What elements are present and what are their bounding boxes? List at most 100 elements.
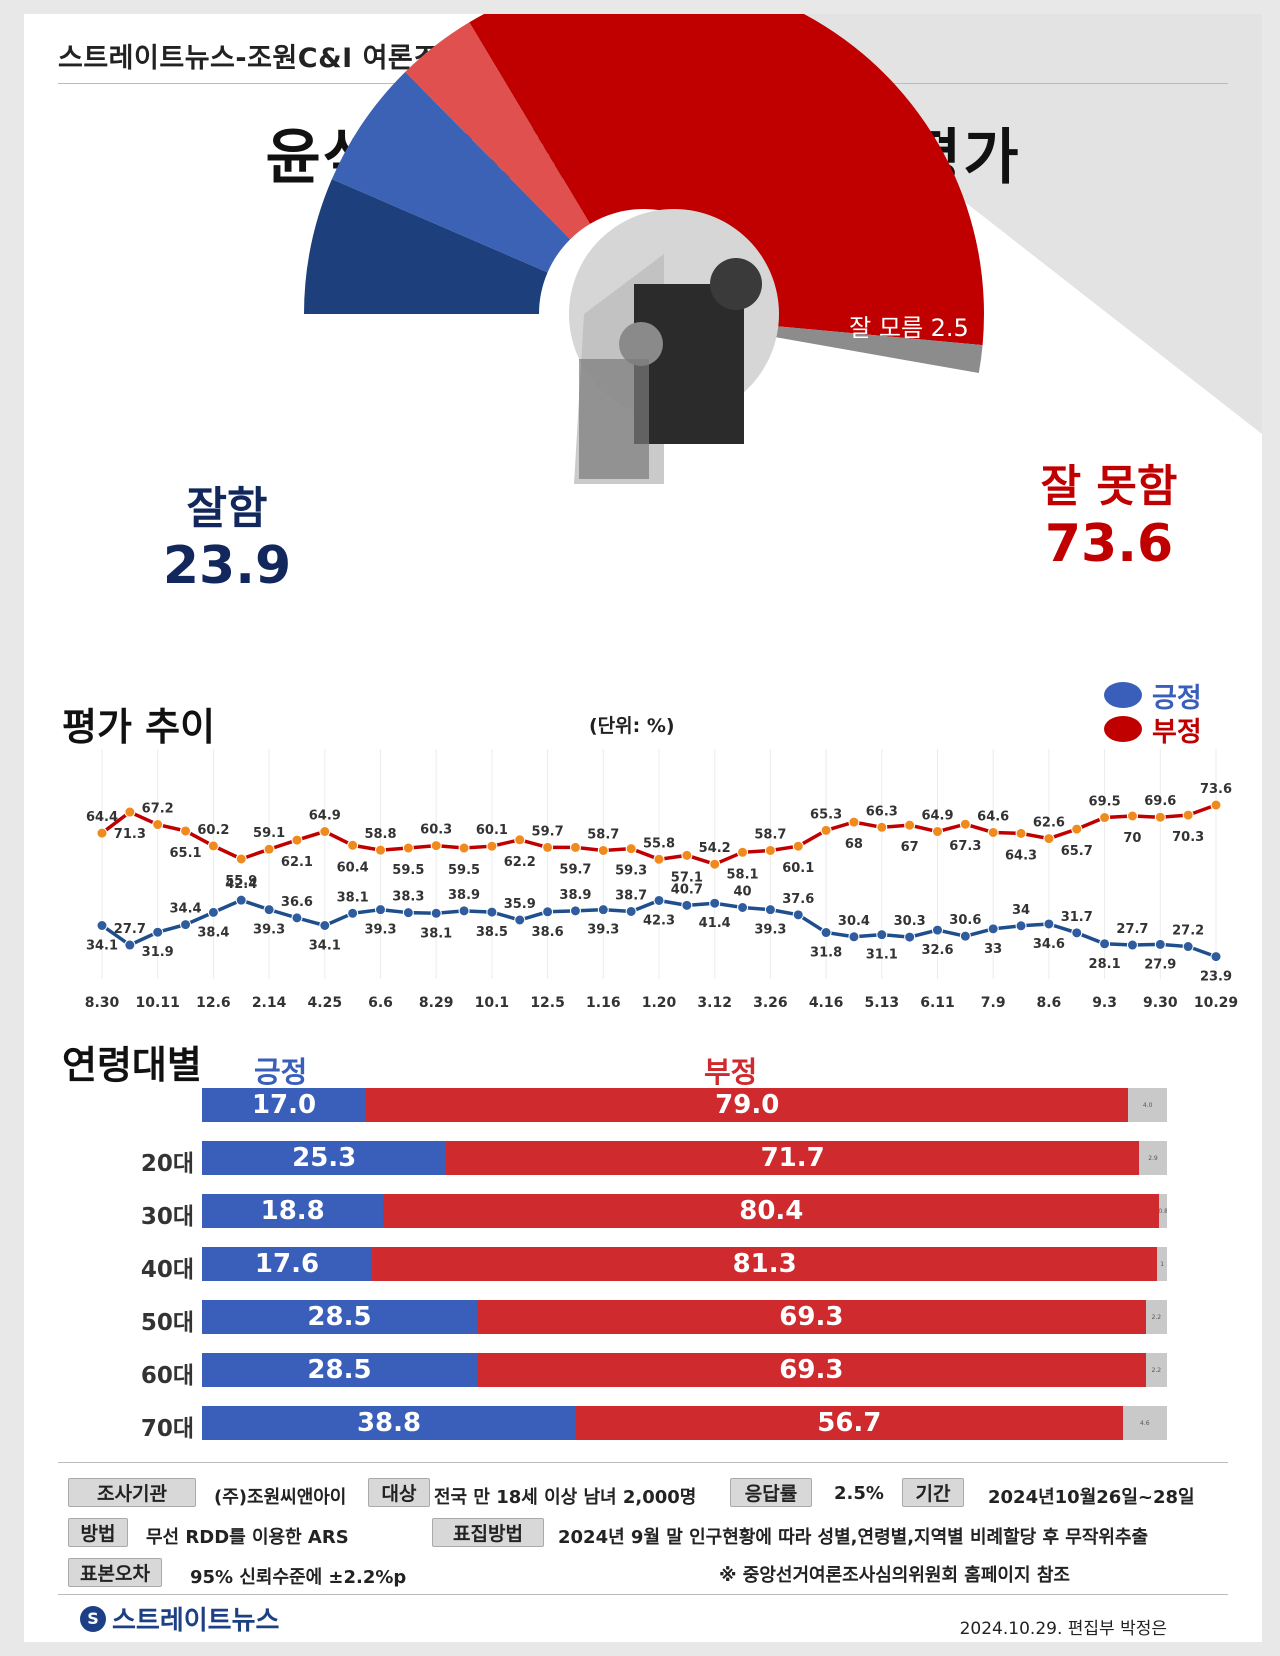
age-bar-unknown: 2.2 — [1145, 1300, 1167, 1334]
trend-data-label: 27.7 — [1116, 922, 1148, 937]
trend-point — [180, 919, 192, 931]
age-bar-negative: 79.0 — [366, 1088, 1129, 1122]
trend-data-label: 23.9 — [1200, 970, 1232, 985]
trend-x-tick: 7.9 — [981, 995, 1006, 1011]
age-bar-positive: 25.3 — [202, 1141, 447, 1175]
donut-value-3: 66.4 — [717, 522, 821, 571]
trend-point — [319, 919, 331, 931]
trend-point — [486, 840, 498, 852]
trend-data-label: 70 — [1123, 831, 1141, 846]
donut-label-0: 매우 잘함 — [358, 335, 467, 366]
trend-point — [681, 899, 693, 911]
trend-point — [1099, 812, 1111, 824]
trend-point — [375, 904, 386, 916]
trend-x-tick: 5.13 — [865, 995, 900, 1011]
age-row-label: 50대 — [140, 1310, 194, 1336]
trend-point — [180, 825, 192, 837]
trend-point — [402, 907, 414, 919]
trend-data-label: 57.1 — [671, 870, 703, 885]
trend-x-tick: 6.11 — [920, 995, 955, 1011]
age-bar-positive: 28.5 — [202, 1300, 478, 1334]
donut-value-0: 12.3 — [365, 372, 459, 416]
trend-point — [263, 843, 275, 855]
trend-data-label: 27.9 — [1144, 957, 1176, 972]
donut-value-2: 7.2 — [542, 553, 606, 594]
trend-line-chart: 64.4 71.3 67.2 65.1 60.2 55.9 59.1 62.1 64.9 60.4… — [85, 749, 1238, 1011]
trend-data-label: 35.9 — [504, 897, 536, 912]
trend-data-label: 31.9 — [142, 945, 174, 960]
trend-point — [904, 819, 916, 831]
trend-data-label: 68 — [845, 837, 863, 852]
trend-point — [597, 844, 609, 856]
trend-point — [653, 894, 665, 906]
trend-data-label: 59.7 — [532, 824, 564, 839]
trend-point — [207, 906, 219, 918]
infographic-page: 스트레이트뉴스-조원C&I 여론조사 윤석열 대통령 국정운영 평가 매우 잘함… — [24, 14, 1262, 1642]
donut-slice-2 — [405, 22, 591, 240]
age-bar-unknown: 4.0 — [1128, 1088, 1167, 1122]
approval-donut-chart: 매우 잘함 12.3 잘함 11.6 잘못함 7.2 매우 잘못함 66.4 잘 모름 2.5 — [304, 14, 984, 594]
method-tag: 방법 — [68, 1518, 128, 1547]
age-row: 50대 28.5 69.3 2.2 — [24, 1300, 1262, 1336]
trend-point — [1182, 809, 1194, 821]
trend-point — [569, 841, 581, 853]
trend-data-label: 34 — [1012, 903, 1030, 918]
trend-x-tick: 8.29 — [419, 995, 454, 1011]
trend-x-tick: 2.14 — [252, 995, 287, 1011]
error-tag: 표본오차 — [68, 1558, 162, 1587]
age-row: 40대 17.6 81.3 1 — [24, 1247, 1262, 1283]
donut-slice-3 — [469, 14, 984, 346]
trend-data-label: 71.3 — [114, 827, 146, 842]
trend-data-label: 60.1 — [782, 861, 814, 876]
trend-data-label: 28.1 — [1089, 957, 1121, 972]
trend-data-label: 34.4 — [170, 902, 202, 917]
age-positive-header: 긍정 — [254, 1055, 308, 1089]
donut-slice-0 — [304, 179, 548, 314]
trend-data-label: 58.8 — [364, 827, 396, 842]
trend-point — [876, 821, 888, 833]
trend-point — [653, 853, 665, 865]
age-stacked-bar: 18.8 80.4 0.8 — [202, 1194, 1167, 1228]
president-photo — [569, 209, 779, 484]
trend-point — [124, 806, 136, 818]
trend-point — [932, 924, 943, 936]
age-row: 30대 18.8 80.4 0.8 — [24, 1194, 1262, 1230]
age-stacked-bar: 17.6 81.3 1 — [202, 1247, 1167, 1281]
trend-x-tick: 12.6 — [196, 995, 231, 1011]
trend-point — [876, 929, 888, 941]
trend-data-label: 67.2 — [142, 802, 174, 817]
trend-data-label: 33 — [984, 942, 1002, 957]
trend-point — [1126, 810, 1138, 822]
trend-data-label: 64.4 — [86, 810, 118, 825]
trend-point — [737, 902, 749, 913]
trend-x-tick: 8.30 — [85, 995, 120, 1011]
trend-data-label: 38.9 — [448, 888, 480, 903]
bad-total-value: 73.6 — [1044, 514, 1174, 574]
age-bar-unknown: 2.9 — [1138, 1141, 1167, 1175]
donut-label-2: 잘못함 — [542, 519, 605, 545]
trend-data-label: 58.7 — [587, 827, 619, 842]
trend-point — [1154, 811, 1166, 823]
trend-point — [764, 904, 776, 916]
trend-data-label: 42.3 — [643, 913, 675, 928]
trend-point — [625, 905, 637, 917]
trend-data-label: 60.2 — [197, 823, 229, 838]
donut-label-3: 매우 잘못함 — [687, 478, 850, 517]
trend-point — [263, 904, 275, 916]
target-text: 전국 만 18세 이상 남녀 2,000명 — [434, 1487, 697, 1508]
age-bar-negative: 81.3 — [372, 1247, 1158, 1281]
trend-x-tick: 4.25 — [308, 995, 343, 1011]
age-bar-positive: 17.0 — [202, 1088, 367, 1122]
trend-data-label: 70.3 — [1172, 830, 1204, 845]
age-stacked-bar: 38.8 56.7 4.6 — [202, 1406, 1167, 1440]
age-stacked-bar: 17.0 79.0 4.0 — [202, 1088, 1167, 1122]
donut-value-1: 11.6 — [405, 483, 504, 529]
trend-data-label: 59.3 — [615, 864, 647, 879]
trend-point — [1210, 799, 1222, 811]
age-row: 60대 28.5 69.3 2.2 — [24, 1353, 1262, 1389]
trend-point — [987, 826, 999, 838]
trend-data-label: 60.3 — [420, 823, 452, 838]
trend-point — [291, 834, 303, 846]
legend-negative-label: 부정 — [1152, 716, 1202, 748]
good-total-value: 23.9 — [162, 536, 292, 596]
